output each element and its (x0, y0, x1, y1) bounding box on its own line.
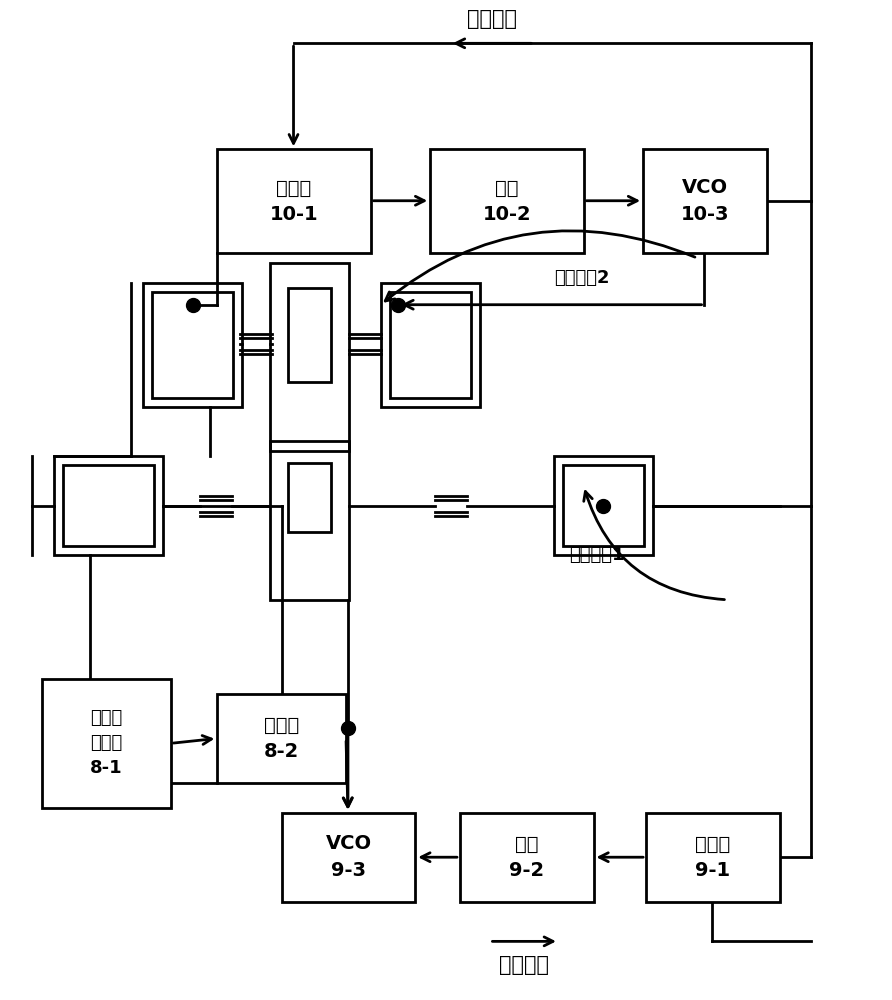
Bar (287, 463, 331, 532)
Text: 低通
10-2: 低通 10-2 (483, 178, 532, 224)
Bar (430, 149, 583, 253)
Text: 振荡回路1: 振荡回路1 (569, 546, 624, 564)
Bar (42, 679, 170, 808)
Bar (287, 288, 331, 382)
Bar (152, 292, 233, 398)
Bar (381, 283, 480, 407)
Text: VCO
9-3: VCO 9-3 (326, 834, 372, 880)
Text: 参数泵
发生器
8-1: 参数泵 发生器 8-1 (90, 709, 123, 777)
Bar (460, 813, 593, 902)
Bar (218, 694, 346, 783)
Text: 反馈信号: 反馈信号 (500, 955, 549, 975)
Text: 鉴相器
10-1: 鉴相器 10-1 (269, 178, 318, 224)
Bar (390, 292, 471, 398)
Bar (143, 283, 242, 407)
Text: 加法器
8-2: 加法器 8-2 (264, 716, 299, 761)
Text: 反馈信号: 反馈信号 (467, 9, 516, 29)
Bar (54, 456, 163, 555)
Text: 低通
9-2: 低通 9-2 (509, 834, 544, 880)
Bar (554, 456, 653, 555)
Bar (62, 465, 154, 546)
Bar (282, 813, 416, 902)
Bar (563, 465, 644, 546)
Text: 振荡回路2: 振荡回路2 (554, 269, 609, 287)
Bar (269, 441, 349, 600)
Bar (269, 263, 349, 451)
Text: VCO
10-3: VCO 10-3 (681, 178, 729, 224)
Bar (218, 149, 371, 253)
Bar (646, 813, 780, 902)
Bar (643, 149, 767, 253)
Text: 鉴相器
9-1: 鉴相器 9-1 (695, 834, 731, 880)
